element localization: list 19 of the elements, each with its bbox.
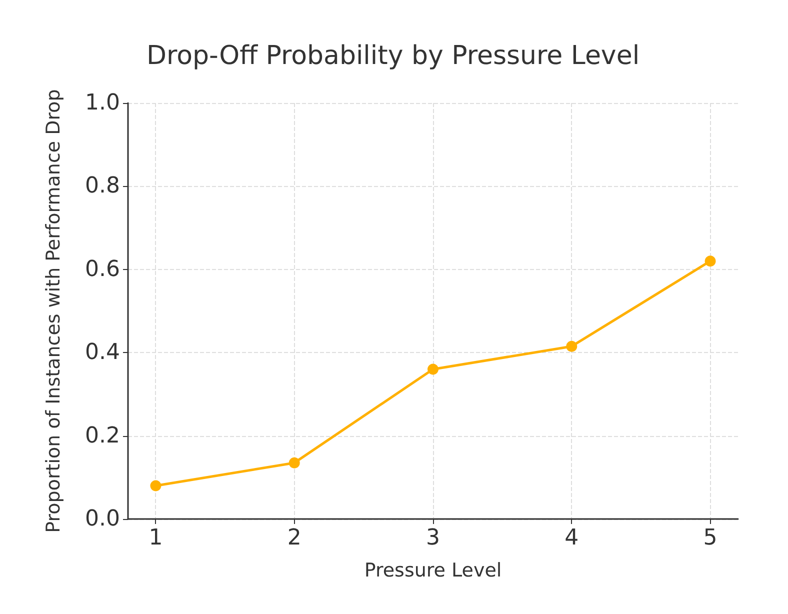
y-axis-title: Proportion of Instances with Performance Drop	[42, 89, 64, 533]
y-tick-label: 0.2	[85, 423, 120, 448]
y-tick-label: 0.4	[85, 340, 120, 366]
y-tick-label: 0.6	[85, 256, 120, 282]
x-axis-title: Pressure Level	[364, 560, 502, 582]
point	[704, 256, 716, 267]
x-tick-label: 1	[148, 526, 163, 550]
x-tick-label: 2	[287, 526, 302, 550]
point	[288, 457, 300, 468]
point	[150, 480, 162, 492]
chart-title: Drop-Off Probability by Pressure Level	[146, 41, 640, 71]
x-tick-label: 5	[703, 526, 718, 550]
x-tick-label: 4	[564, 526, 579, 550]
x-tick-label: 3	[426, 526, 440, 550]
y-tick-label: 0.8	[85, 174, 120, 199]
y-tick-label: 0.0	[85, 506, 120, 532]
point	[428, 364, 438, 375]
point	[566, 340, 578, 352]
y-tick-label: 1.0	[85, 90, 120, 116]
